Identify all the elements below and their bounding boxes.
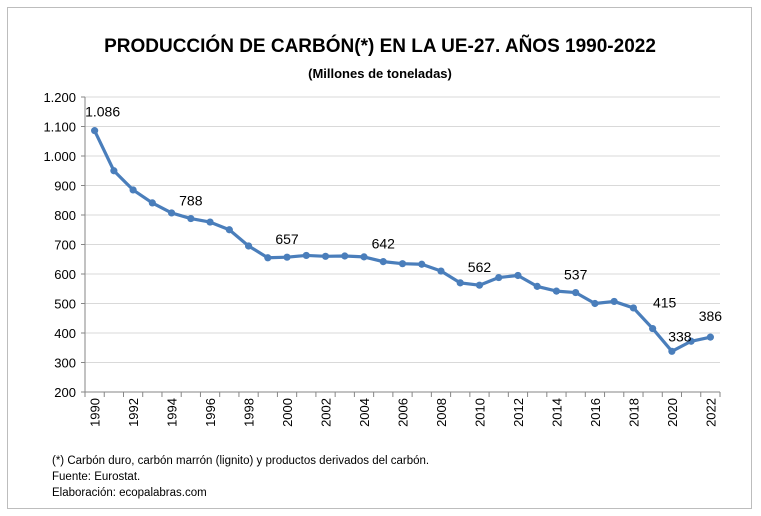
data-point — [167, 209, 176, 217]
x-tick-label: 2010 — [472, 398, 487, 427]
data-label: 537 — [564, 267, 588, 283]
chart-subtitle: (Millones de toneladas) — [308, 66, 452, 81]
data-point — [187, 214, 195, 223]
y-tick-label: 1.100 — [43, 120, 76, 135]
data-point — [360, 253, 368, 261]
chart-frame — [7, 7, 752, 509]
x-tick-label: 1996 — [203, 398, 218, 427]
x-tick-label: 2000 — [280, 398, 295, 427]
data-point — [264, 254, 272, 262]
data-label: 562 — [468, 259, 492, 275]
data-label: 338 — [668, 328, 692, 344]
data-point — [514, 271, 522, 280]
data-point — [706, 333, 714, 341]
data-point — [437, 267, 445, 275]
data-point — [283, 253, 291, 261]
x-tick-label: 2016 — [588, 398, 603, 427]
data-label: 415 — [653, 295, 677, 311]
x-tick-label: 2008 — [434, 398, 449, 427]
footnotes: (*) Carbón duro, carbón marrón (lignito)… — [52, 453, 429, 501]
data-point — [456, 279, 464, 287]
data-point — [418, 260, 426, 268]
y-tick-label: 300 — [54, 356, 76, 371]
data-point — [129, 186, 137, 194]
data-point — [668, 347, 676, 355]
footnote-author: Elaboración: ecopalabras.com — [52, 487, 207, 499]
data-label: 1.086 — [85, 104, 120, 120]
data-point — [110, 167, 118, 175]
footnote-source: Fuente: Eurostat. — [52, 471, 141, 483]
x-tick-label: 1990 — [88, 398, 103, 427]
x-tick-label: 2020 — [665, 398, 680, 427]
data-point — [321, 252, 330, 260]
y-tick-label: 800 — [54, 208, 76, 223]
footnote-definition: (*) Carbón duro, carbón marrón (lignito)… — [52, 455, 430, 467]
series-line — [93, 129, 711, 353]
data-point — [533, 282, 541, 290]
chart-title: PRODUCCIÓN DE CARBÓN(*) EN LA UE-27. AÑO… — [104, 35, 656, 57]
y-tick-label: 500 — [54, 297, 76, 312]
y-tick-label: 600 — [54, 267, 76, 282]
x-tick-label: 2004 — [357, 398, 372, 427]
data-point — [495, 273, 503, 282]
x-tick-label: 1998 — [242, 398, 257, 427]
y-tick-label: 900 — [54, 179, 76, 194]
y-tick-label: 200 — [54, 385, 76, 400]
x-tick-label: 2006 — [396, 398, 411, 427]
data-point — [379, 258, 387, 266]
data-point — [91, 127, 99, 135]
y-tick-label: 1.000 — [43, 149, 76, 164]
x-tick-label: 2018 — [626, 398, 641, 427]
y-tick-label: 700 — [54, 238, 76, 253]
x-tick-label: 1992 — [126, 398, 141, 427]
data-point — [341, 252, 349, 260]
data-point — [244, 242, 253, 250]
data-point — [552, 287, 561, 295]
data-point — [610, 297, 618, 306]
data-label: 657 — [275, 231, 299, 247]
y-tick-label: 400 — [54, 326, 76, 341]
data-point — [629, 304, 638, 312]
x-tick-label: 2002 — [319, 398, 334, 427]
data-point — [649, 324, 657, 333]
data-point — [687, 337, 695, 345]
x-tick-label: 1994 — [165, 398, 180, 427]
data-label: 642 — [372, 236, 396, 252]
data-point — [206, 218, 214, 226]
data-point — [225, 226, 233, 234]
data-point — [398, 260, 407, 268]
data-point — [148, 199, 156, 207]
data-point — [302, 251, 310, 260]
y-tick-label: 1.200 — [43, 90, 76, 105]
data-point — [475, 281, 484, 289]
x-tick-label: 2012 — [511, 398, 526, 427]
data-label: 788 — [179, 193, 203, 209]
data-point — [591, 299, 599, 308]
data-label: 386 — [699, 308, 723, 324]
x-tick-label: 2022 — [703, 398, 718, 427]
data-point — [572, 288, 580, 297]
x-tick-label: 2014 — [549, 398, 564, 427]
